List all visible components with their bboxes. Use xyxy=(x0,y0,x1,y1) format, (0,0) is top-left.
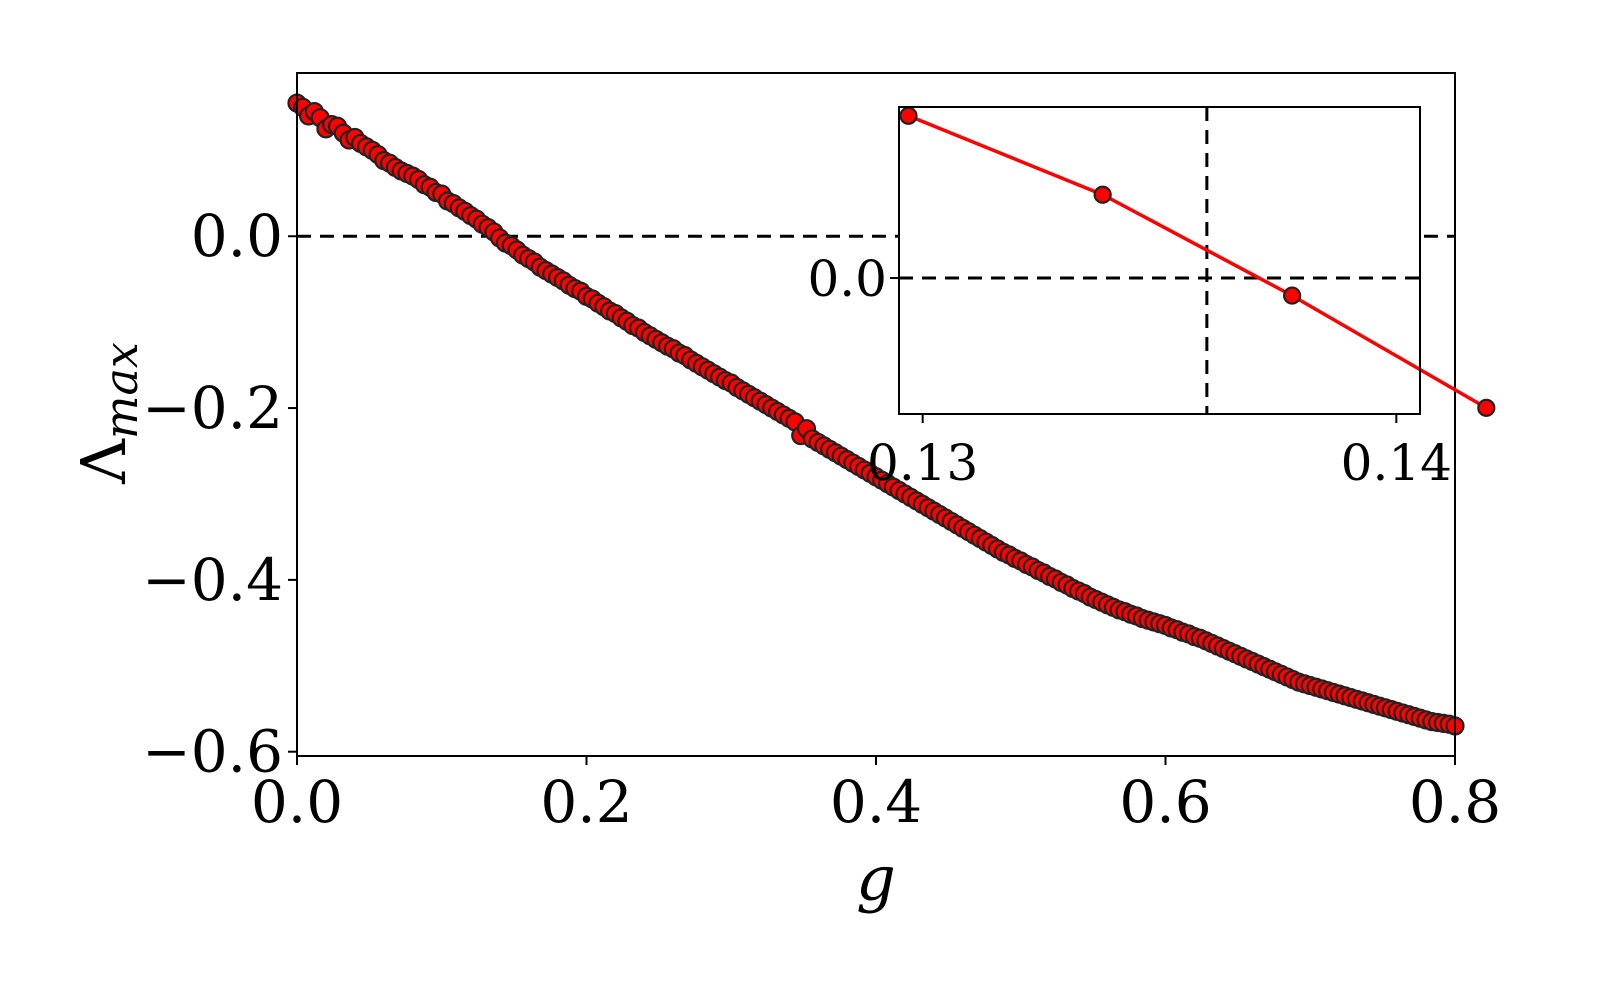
main-y-axis: 0.0 −0.2 −0.4 −0.6 xyxy=(142,202,297,786)
main-data-points xyxy=(287,93,1465,736)
y-axis-label-subscript: max xyxy=(94,342,148,439)
x-tick-label: 0.0 xyxy=(251,768,343,836)
x-tick-label: 0.6 xyxy=(1119,768,1211,836)
x-axis-label: g xyxy=(856,842,896,915)
x-tick-label: 0.2 xyxy=(540,768,632,836)
inset-y-axis: 0.0 xyxy=(807,250,899,308)
main-x-axis: 0.0 0.2 0.4 0.6 0.8 xyxy=(251,756,1501,836)
x-tick-label: 0.8 xyxy=(1409,768,1501,836)
inset-data-point xyxy=(1477,398,1496,417)
inset-data-point xyxy=(1093,185,1112,204)
y-axis-label: Λmax xyxy=(67,342,148,485)
inset-background xyxy=(899,107,1420,414)
inset-series-line xyxy=(907,114,1488,410)
x-tick-label: 0.4 xyxy=(830,768,922,836)
inset-plot-frame xyxy=(898,106,1421,415)
inset-x-axis: 0.13 0.14 xyxy=(867,414,1452,492)
inset-plot: 0.13 0.14 0.0 xyxy=(807,106,1496,492)
y-axis-label-symbol: Λ xyxy=(67,438,140,485)
inset-data-point xyxy=(1283,286,1302,305)
main-plot: 0.0 0.2 0.4 0.6 0.8 0.0 −0.2 −0.4 −0.6 g Λmax xyxy=(67,72,1501,915)
y-tick-label: −0.6 xyxy=(142,718,283,786)
y-tick-label: 0.0 xyxy=(191,202,283,270)
inset-x-tick-label: 0.14 xyxy=(1341,434,1452,492)
y-tick-label: −0.4 xyxy=(142,546,283,614)
y-tick-label: −0.2 xyxy=(142,374,283,442)
inset-x-tick-label: 0.13 xyxy=(867,434,978,492)
svg-text:Λmax: Λmax xyxy=(67,342,148,485)
inset-y-tick-label: 0.0 xyxy=(807,250,887,308)
inset-data-point xyxy=(899,106,918,125)
